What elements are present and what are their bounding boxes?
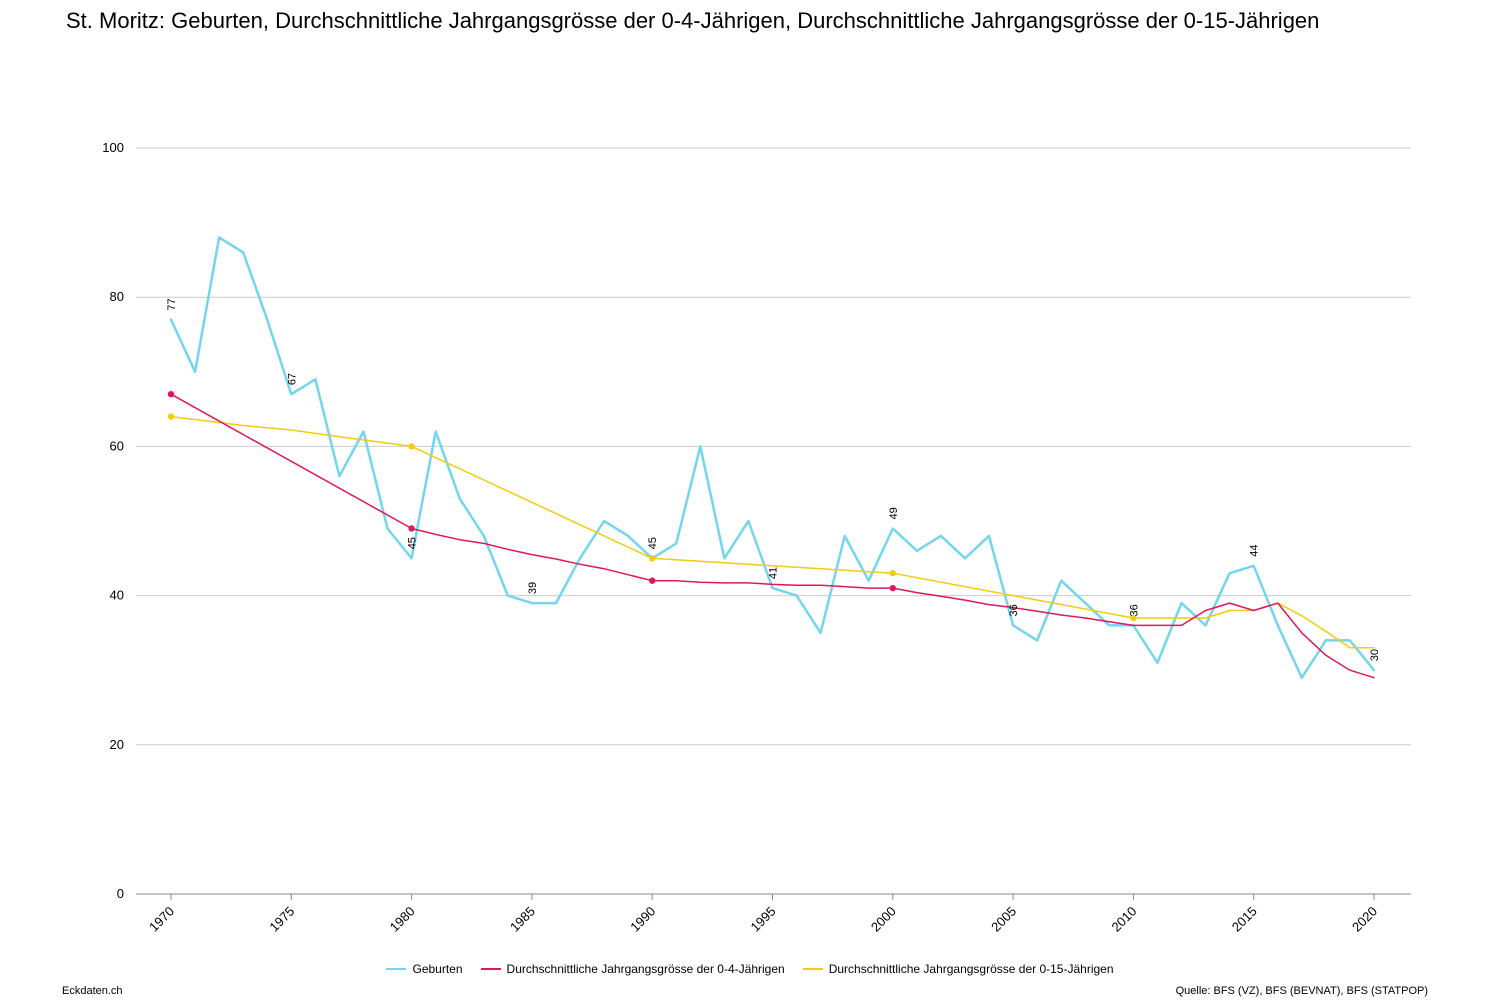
series-marker bbox=[649, 555, 656, 562]
data-label: 67 bbox=[286, 373, 298, 385]
data-label: 45 bbox=[647, 537, 659, 549]
series-line bbox=[169, 236, 1376, 679]
data-label: 77 bbox=[166, 298, 178, 310]
data-label: 36 bbox=[1128, 604, 1140, 616]
y-tick-label: 0 bbox=[117, 886, 124, 901]
x-tick-label: 1975 bbox=[266, 904, 297, 935]
series-marker bbox=[167, 413, 175, 420]
legend-swatch bbox=[480, 968, 501, 970]
series-marker bbox=[408, 443, 415, 450]
legend-item: Durchschnittliche Jahrgangsgrösse der 0-… bbox=[480, 962, 785, 976]
x-tick-label: 2010 bbox=[1108, 904, 1139, 935]
legend-swatch bbox=[802, 968, 823, 970]
series-line bbox=[170, 393, 1375, 679]
series-layer bbox=[167, 236, 1376, 679]
data-label: 36 bbox=[1008, 604, 1020, 616]
data-label: 44 bbox=[1249, 545, 1261, 557]
legend-swatch bbox=[386, 968, 407, 970]
x-tick-label: 2000 bbox=[868, 904, 899, 935]
legend-item: Durchschnittliche Jahrgangsgrösse der 0-… bbox=[802, 962, 1114, 976]
data-label: 41 bbox=[768, 567, 780, 579]
x-tick-label: 2015 bbox=[1229, 904, 1260, 935]
y-tick-label: 60 bbox=[110, 438, 124, 453]
y-tick-label: 100 bbox=[102, 140, 124, 155]
series-marker bbox=[1130, 614, 1137, 622]
y-tick-label: 80 bbox=[110, 289, 124, 304]
data-label: 39 bbox=[527, 582, 539, 594]
x-tick-label: 1970 bbox=[146, 904, 177, 935]
series-marker bbox=[408, 525, 415, 532]
series-marker bbox=[889, 570, 896, 577]
legend-label: Durchschnittliche Jahrgangsgrösse der 0-… bbox=[506, 962, 785, 976]
footer-brand: Eckdaten.ch bbox=[62, 985, 123, 997]
legend-label: Durchschnittliche Jahrgangsgrösse der 0-… bbox=[828, 962, 1114, 976]
series-marker bbox=[167, 390, 175, 398]
x-tick-label: 2005 bbox=[988, 904, 1019, 935]
axes: 0 20 40 60 80 100 1970 1975 1980 1985 1990 1995 2000… bbox=[102, 140, 1411, 935]
line-chart: 0 20 40 60 80 100 1970 1975 1980 1985 1990 1995 2000… bbox=[102, 140, 1411, 935]
data-label: 49 bbox=[888, 507, 900, 519]
data-labels: 77 67 45 39 45 41 49 36 36 44 30 bbox=[166, 298, 1381, 661]
x-tick-label: 1985 bbox=[507, 904, 538, 935]
y-tick-label: 20 bbox=[110, 737, 124, 752]
x-tick-label: 1980 bbox=[387, 904, 418, 935]
series-marker bbox=[649, 577, 656, 584]
x-tick-label: 1990 bbox=[627, 904, 658, 935]
x-tick-label: 2020 bbox=[1349, 904, 1380, 935]
footer-source: Quelle: BFS (VZ), BFS (BEVNAT), BFS (STA… bbox=[1175, 985, 1428, 997]
chart-title: St. Moritz: Geburten, Durchschnittliche … bbox=[66, 8, 1320, 33]
legend-item: Geburten bbox=[386, 962, 463, 976]
legend: Geburten Durchschnittliche Jahrgangsgröss… bbox=[0, 962, 1500, 976]
data-label: 45 bbox=[407, 537, 419, 549]
legend-label: Geburten bbox=[412, 962, 463, 976]
data-label: 30 bbox=[1369, 649, 1381, 661]
series-marker bbox=[889, 584, 896, 592]
grid bbox=[136, 147, 1411, 746]
x-tick-label: 1995 bbox=[748, 904, 779, 935]
y-tick-label: 40 bbox=[110, 588, 124, 603]
